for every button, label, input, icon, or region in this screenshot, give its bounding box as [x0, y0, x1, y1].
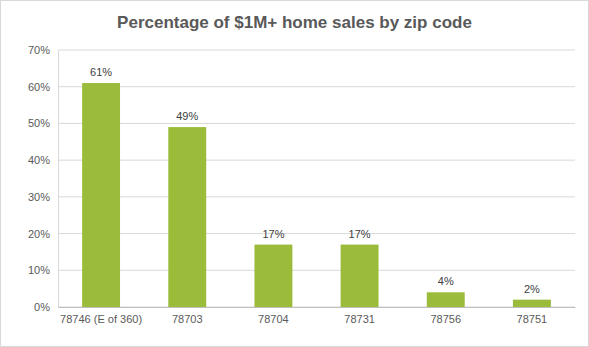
- y-axis-line: [58, 51, 59, 308]
- data-label: 17%: [349, 228, 371, 240]
- grid-line: [58, 196, 575, 197]
- y-tick-label: 0%: [34, 301, 50, 313]
- y-tick-label: 30%: [28, 191, 50, 203]
- bar: [254, 245, 292, 307]
- data-label: 17%: [262, 228, 284, 240]
- data-label: 61%: [90, 66, 112, 78]
- y-tick: 70%: [28, 44, 58, 56]
- x-axis-line: [59, 307, 576, 308]
- y-tick-label: 40%: [28, 154, 50, 166]
- y-tick-label: 70%: [28, 44, 50, 56]
- x-tick-label: 78751: [517, 313, 548, 325]
- bars: [82, 83, 551, 307]
- grid-line: [58, 160, 575, 161]
- grid-line: [58, 50, 575, 51]
- data-label: 2%: [524, 283, 540, 295]
- chart: Percentage of $1M+ home sales by zip cod…: [0, 0, 589, 347]
- y-tick-label: 60%: [28, 81, 50, 93]
- x-tick-label: 78746 (E of 360): [60, 313, 142, 325]
- data-label: 49%: [176, 110, 198, 122]
- x-tick: 78756: [430, 307, 461, 325]
- y-tick: 10%: [28, 264, 58, 276]
- x-tick-label: 78756: [430, 313, 461, 325]
- x-axis: 78746 (E of 360) 78703 78704 78731 78756 7875…: [59, 307, 576, 325]
- bar: [513, 300, 551, 307]
- y-tick: 50%: [28, 117, 58, 129]
- y-tick-label: 10%: [28, 264, 50, 276]
- x-tick: 78703: [172, 307, 203, 325]
- bar: [168, 127, 206, 307]
- x-tick: 78751: [517, 307, 548, 325]
- x-tick: 78746 (E of 360): [60, 307, 142, 325]
- grid-line: [58, 123, 575, 124]
- grid-line: [58, 233, 575, 234]
- x-tick-label: 78731: [344, 313, 375, 325]
- x-tick: 78731: [344, 307, 375, 325]
- grid-line: [58, 307, 575, 308]
- x-tick: 78704: [258, 307, 289, 325]
- y-tick: 20%: [28, 228, 58, 240]
- x-tick-label: 78703: [172, 313, 203, 325]
- grid: [58, 50, 575, 307]
- y-tick: 0%: [34, 301, 58, 313]
- y-axis: 0% 10% 20% 30% 40% 50% 60% 70%: [28, 44, 59, 313]
- grid-line: [58, 86, 575, 87]
- bar: [341, 245, 379, 307]
- y-tick: 60%: [28, 81, 58, 93]
- y-tick-label: 50%: [28, 117, 50, 129]
- y-tick: 40%: [28, 154, 58, 166]
- grid-line: [58, 270, 575, 271]
- title: Percentage of $1M+ home sales by zip cod…: [117, 13, 472, 32]
- bar: [427, 292, 465, 307]
- chart-border: [1, 1, 589, 347]
- bar: [82, 83, 120, 307]
- y-tick-label: 20%: [28, 228, 50, 240]
- data-labels: 61% 49% 17% 17% 4% 2%: [90, 66, 540, 295]
- x-tick-label: 78704: [258, 313, 289, 325]
- data-label: 4%: [438, 275, 454, 287]
- y-tick: 30%: [28, 191, 58, 203]
